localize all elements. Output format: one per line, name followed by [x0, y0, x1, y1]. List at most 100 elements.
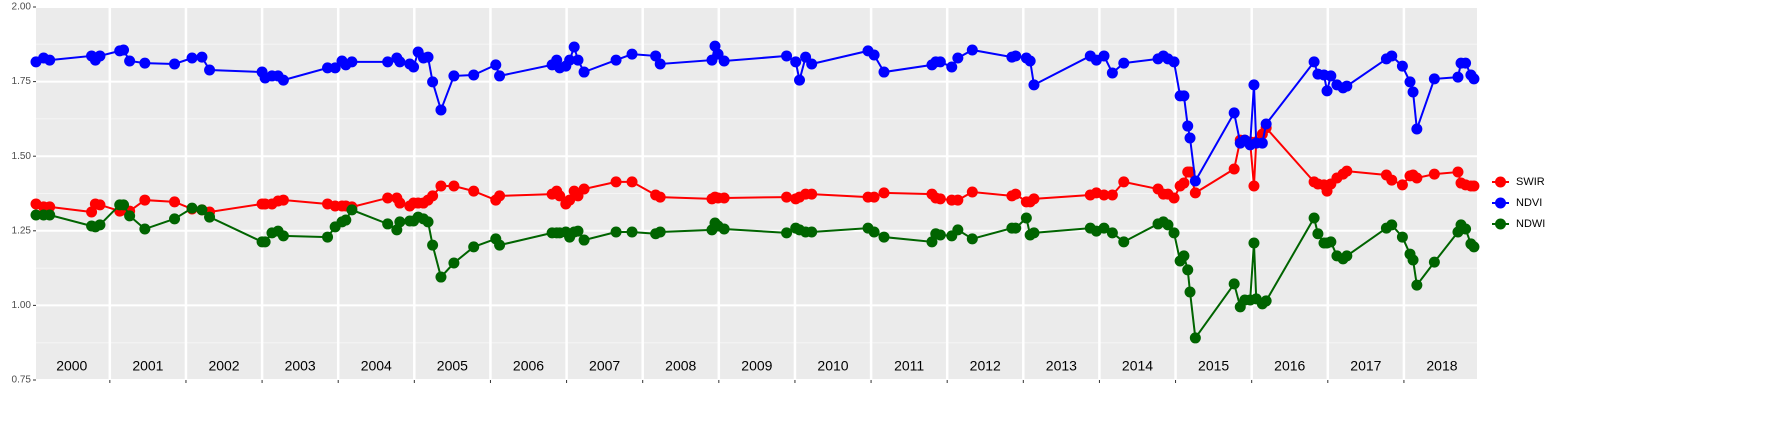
point: [1162, 219, 1174, 231]
point: [322, 231, 334, 243]
point: [322, 62, 334, 74]
point: [139, 57, 151, 69]
point: [1407, 86, 1419, 98]
point: [952, 224, 964, 236]
year-label: 2002: [208, 358, 239, 374]
point: [1428, 256, 1440, 268]
point: [806, 58, 818, 70]
point: [435, 180, 447, 192]
point: [448, 257, 460, 269]
legend-label: SWIR: [1516, 176, 1545, 188]
point: [966, 44, 978, 56]
point: [1468, 241, 1480, 253]
year-label: 2017: [1350, 358, 1381, 374]
point: [781, 50, 793, 62]
point: [277, 230, 289, 242]
point: [408, 61, 420, 73]
point: [1106, 67, 1118, 79]
point: [610, 176, 622, 188]
year-label: 2014: [1122, 358, 1153, 374]
year-label: 2009: [741, 358, 772, 374]
year-label: 2013: [1046, 358, 1077, 374]
point: [169, 213, 181, 225]
point: [394, 216, 406, 228]
year-label: 2005: [437, 358, 468, 374]
point: [1341, 250, 1353, 262]
point: [868, 49, 880, 61]
point: [1396, 60, 1408, 72]
point: [1106, 227, 1118, 239]
point: [44, 201, 56, 213]
point: [277, 74, 289, 86]
point: [468, 69, 480, 81]
point: [952, 194, 964, 206]
point: [572, 54, 584, 66]
point: [94, 219, 106, 231]
point: [1228, 278, 1240, 290]
point: [1182, 120, 1194, 132]
point: [494, 70, 506, 82]
point: [427, 190, 439, 202]
point: [654, 191, 666, 203]
point: [966, 233, 978, 245]
year-label: 2012: [970, 358, 1001, 374]
point: [1411, 172, 1423, 184]
point: [494, 239, 506, 251]
point: [118, 199, 130, 211]
point: [794, 74, 806, 86]
y-tick-label: 1.75: [12, 76, 32, 87]
point: [1407, 254, 1419, 266]
point: [30, 209, 42, 221]
point: [1312, 228, 1324, 240]
point: [422, 51, 434, 63]
point: [966, 186, 978, 198]
point: [1098, 189, 1110, 201]
point: [1321, 85, 1333, 97]
point: [186, 52, 198, 64]
point: [1228, 107, 1240, 119]
year-label: 2003: [285, 358, 316, 374]
point: [1028, 79, 1040, 91]
point: [718, 55, 730, 67]
point: [1028, 227, 1040, 239]
point: [610, 226, 622, 238]
legend-key: [1495, 218, 1506, 230]
point: [1325, 70, 1337, 82]
point: [196, 51, 208, 63]
point: [554, 190, 566, 202]
point: [564, 54, 576, 66]
point: [94, 50, 106, 62]
point: [204, 64, 216, 76]
year-label: 2016: [1274, 358, 1305, 374]
point: [1386, 174, 1398, 186]
point: [1460, 57, 1472, 69]
point: [564, 194, 576, 206]
point: [718, 192, 730, 204]
point: [806, 226, 818, 238]
legend-label: NDWI: [1516, 218, 1545, 230]
point: [448, 180, 460, 192]
point: [139, 194, 151, 206]
y-tick-label: 2.00: [12, 2, 32, 13]
point: [1168, 56, 1180, 68]
point: [1228, 163, 1240, 175]
point: [1118, 236, 1130, 248]
point: [490, 59, 502, 71]
point: [1411, 123, 1423, 135]
point: [1024, 55, 1036, 67]
point: [1189, 187, 1201, 199]
point: [196, 204, 208, 216]
point: [806, 188, 818, 200]
year-label: 2001: [132, 358, 163, 374]
point: [435, 104, 447, 116]
point: [578, 66, 590, 78]
point: [878, 187, 890, 199]
point: [1106, 189, 1118, 201]
point: [124, 55, 136, 67]
point: [124, 210, 136, 222]
point: [1168, 192, 1180, 204]
point: [422, 216, 434, 228]
point: [626, 176, 638, 188]
point: [468, 241, 480, 253]
